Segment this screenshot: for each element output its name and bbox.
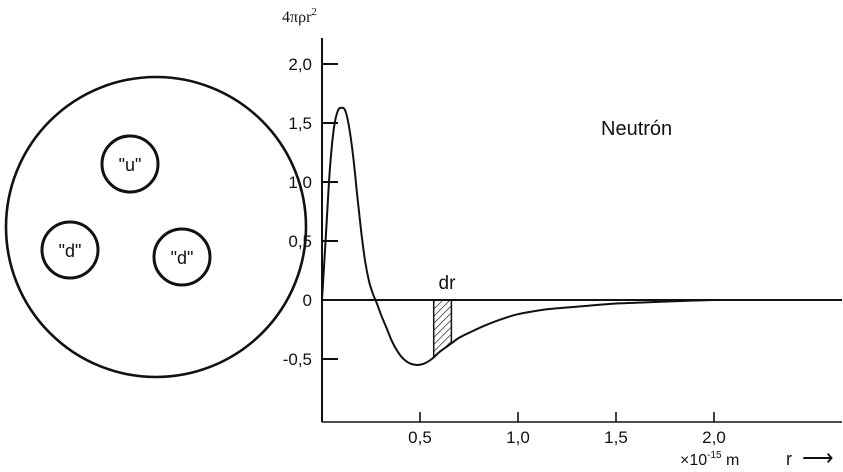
x-tick-label: 2,0 <box>702 428 726 447</box>
y-axis-label-sup: 2 <box>311 6 317 18</box>
y-tick-label: -0,5 <box>283 350 312 369</box>
quark-circle-d-right <box>152 227 212 287</box>
x-ticks: 0,5 1,0 1,5 2,0 <box>408 412 726 447</box>
quark-label-u: "u" <box>119 155 142 175</box>
series-line <box>321 106 715 366</box>
quark-circle-u <box>100 134 160 194</box>
y-tick-label: 0,5 <box>288 232 312 251</box>
x-unit-label: ×10-15 m <box>680 450 739 469</box>
quark-label-d-left: "d" <box>59 241 82 261</box>
quark-circle-d-left <box>40 220 100 280</box>
x-unit-exponent: -15 <box>707 450 722 461</box>
x-unit-base: ×10 <box>680 452 707 469</box>
x-axis-arrow: ⟶ <box>802 445 834 470</box>
x-tick-label: 1,0 <box>506 428 530 447</box>
x-tick-label: 1,5 <box>604 428 628 447</box>
chart-title: Neutrón <box>601 118 672 140</box>
shaded-strip-label: dr <box>439 273 457 294</box>
y-axis-label: 4πρr2 <box>282 6 317 26</box>
y-tick-label: 1,0 <box>288 173 312 192</box>
x-unit-suffix: m <box>722 452 740 469</box>
x-tick-label: 0,5 <box>408 428 432 447</box>
nucleon-diagram: "u" "d" "d" <box>4 75 308 379</box>
y-axis-label-base: 4πρr <box>282 9 312 26</box>
density-chart: 2,0 1,5 1,0 0,5 0 -0,5 0,5 1,0 1,5 2,0 4πρr2 Neu… <box>282 6 842 470</box>
y-ticks: 2,0 1,5 1,0 0,5 0 -0,5 <box>283 55 338 369</box>
quark-label-d-right: "d" <box>171 248 194 268</box>
x-axis-label: r <box>786 449 792 469</box>
y-tick-label: 1,5 <box>288 114 312 133</box>
y-tick-label: 0 <box>303 291 312 310</box>
y-tick-label: 2,0 <box>288 55 312 74</box>
nucleon-outline <box>4 75 308 379</box>
